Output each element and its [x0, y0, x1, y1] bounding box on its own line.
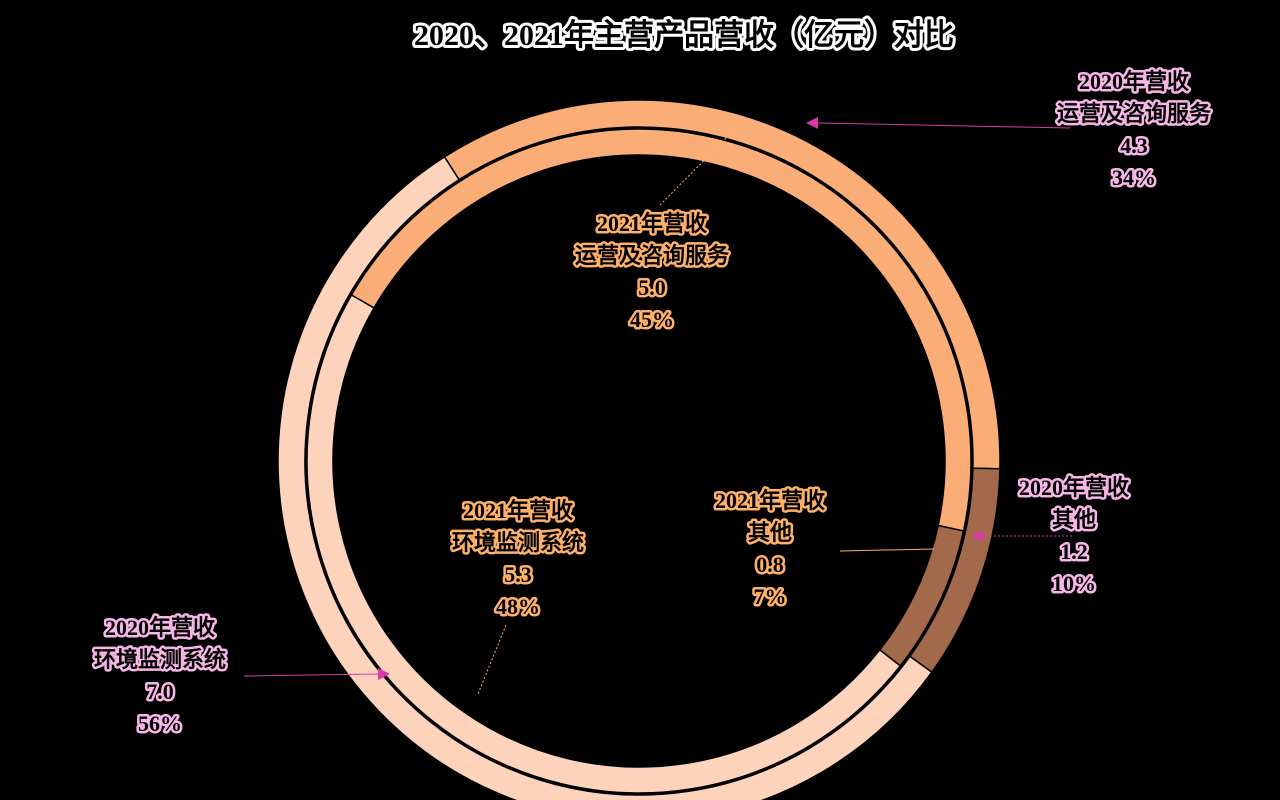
value-label: 1.2	[1060, 539, 1088, 564]
labels: 2020年营收运营及咨询服务4.334%2020年营收其他1.210%2020年…	[91, 67, 1214, 739]
category-label: 环境监测系统	[94, 647, 226, 672]
category-label: 其他	[1052, 507, 1096, 532]
arrowhead	[806, 117, 818, 129]
leader-line	[839, 548, 935, 552]
percent-label: 48%	[496, 594, 540, 619]
ring-segment	[306, 293, 902, 794]
series-name: 2021年营收	[597, 211, 707, 236]
value-label: 5.0	[638, 275, 666, 300]
percent-label: 10%	[1052, 571, 1096, 596]
series-name: 2020年营收	[1019, 475, 1129, 500]
leader-line	[817, 122, 1071, 129]
category-label: 运营及咨询服务	[1057, 101, 1212, 126]
leaders	[243, 117, 1072, 695]
value-label: 7.0	[146, 679, 174, 704]
value-label: 4.3	[1120, 133, 1148, 158]
percent-label: 7%	[754, 584, 787, 609]
ring-segment	[277, 155, 933, 800]
category-label: 运营及咨询服务	[575, 243, 730, 268]
leader-line	[477, 624, 507, 695]
series-name: 2020年营收	[1079, 69, 1189, 94]
percent-label: 45%	[630, 307, 674, 332]
arrowhead	[971, 530, 983, 542]
percent-label: 34%	[1112, 165, 1156, 190]
rings	[277, 99, 1001, 800]
value-label: 5.3	[504, 562, 532, 587]
value-label: 0.8	[756, 552, 784, 577]
category-label: 其他	[748, 520, 792, 545]
series-name: 2020年营收	[105, 615, 215, 640]
percent-label: 56%	[138, 711, 182, 736]
series-name: 2021年营收	[463, 498, 573, 523]
series-name: 2021年营收	[715, 488, 825, 513]
leader-line	[659, 125, 739, 206]
chart-title: 2020、2021年主营产品营收（亿元）对比	[414, 18, 954, 52]
arrowhead	[378, 668, 390, 680]
category-label: 环境监测系统	[452, 530, 584, 555]
leader-line	[243, 673, 379, 677]
